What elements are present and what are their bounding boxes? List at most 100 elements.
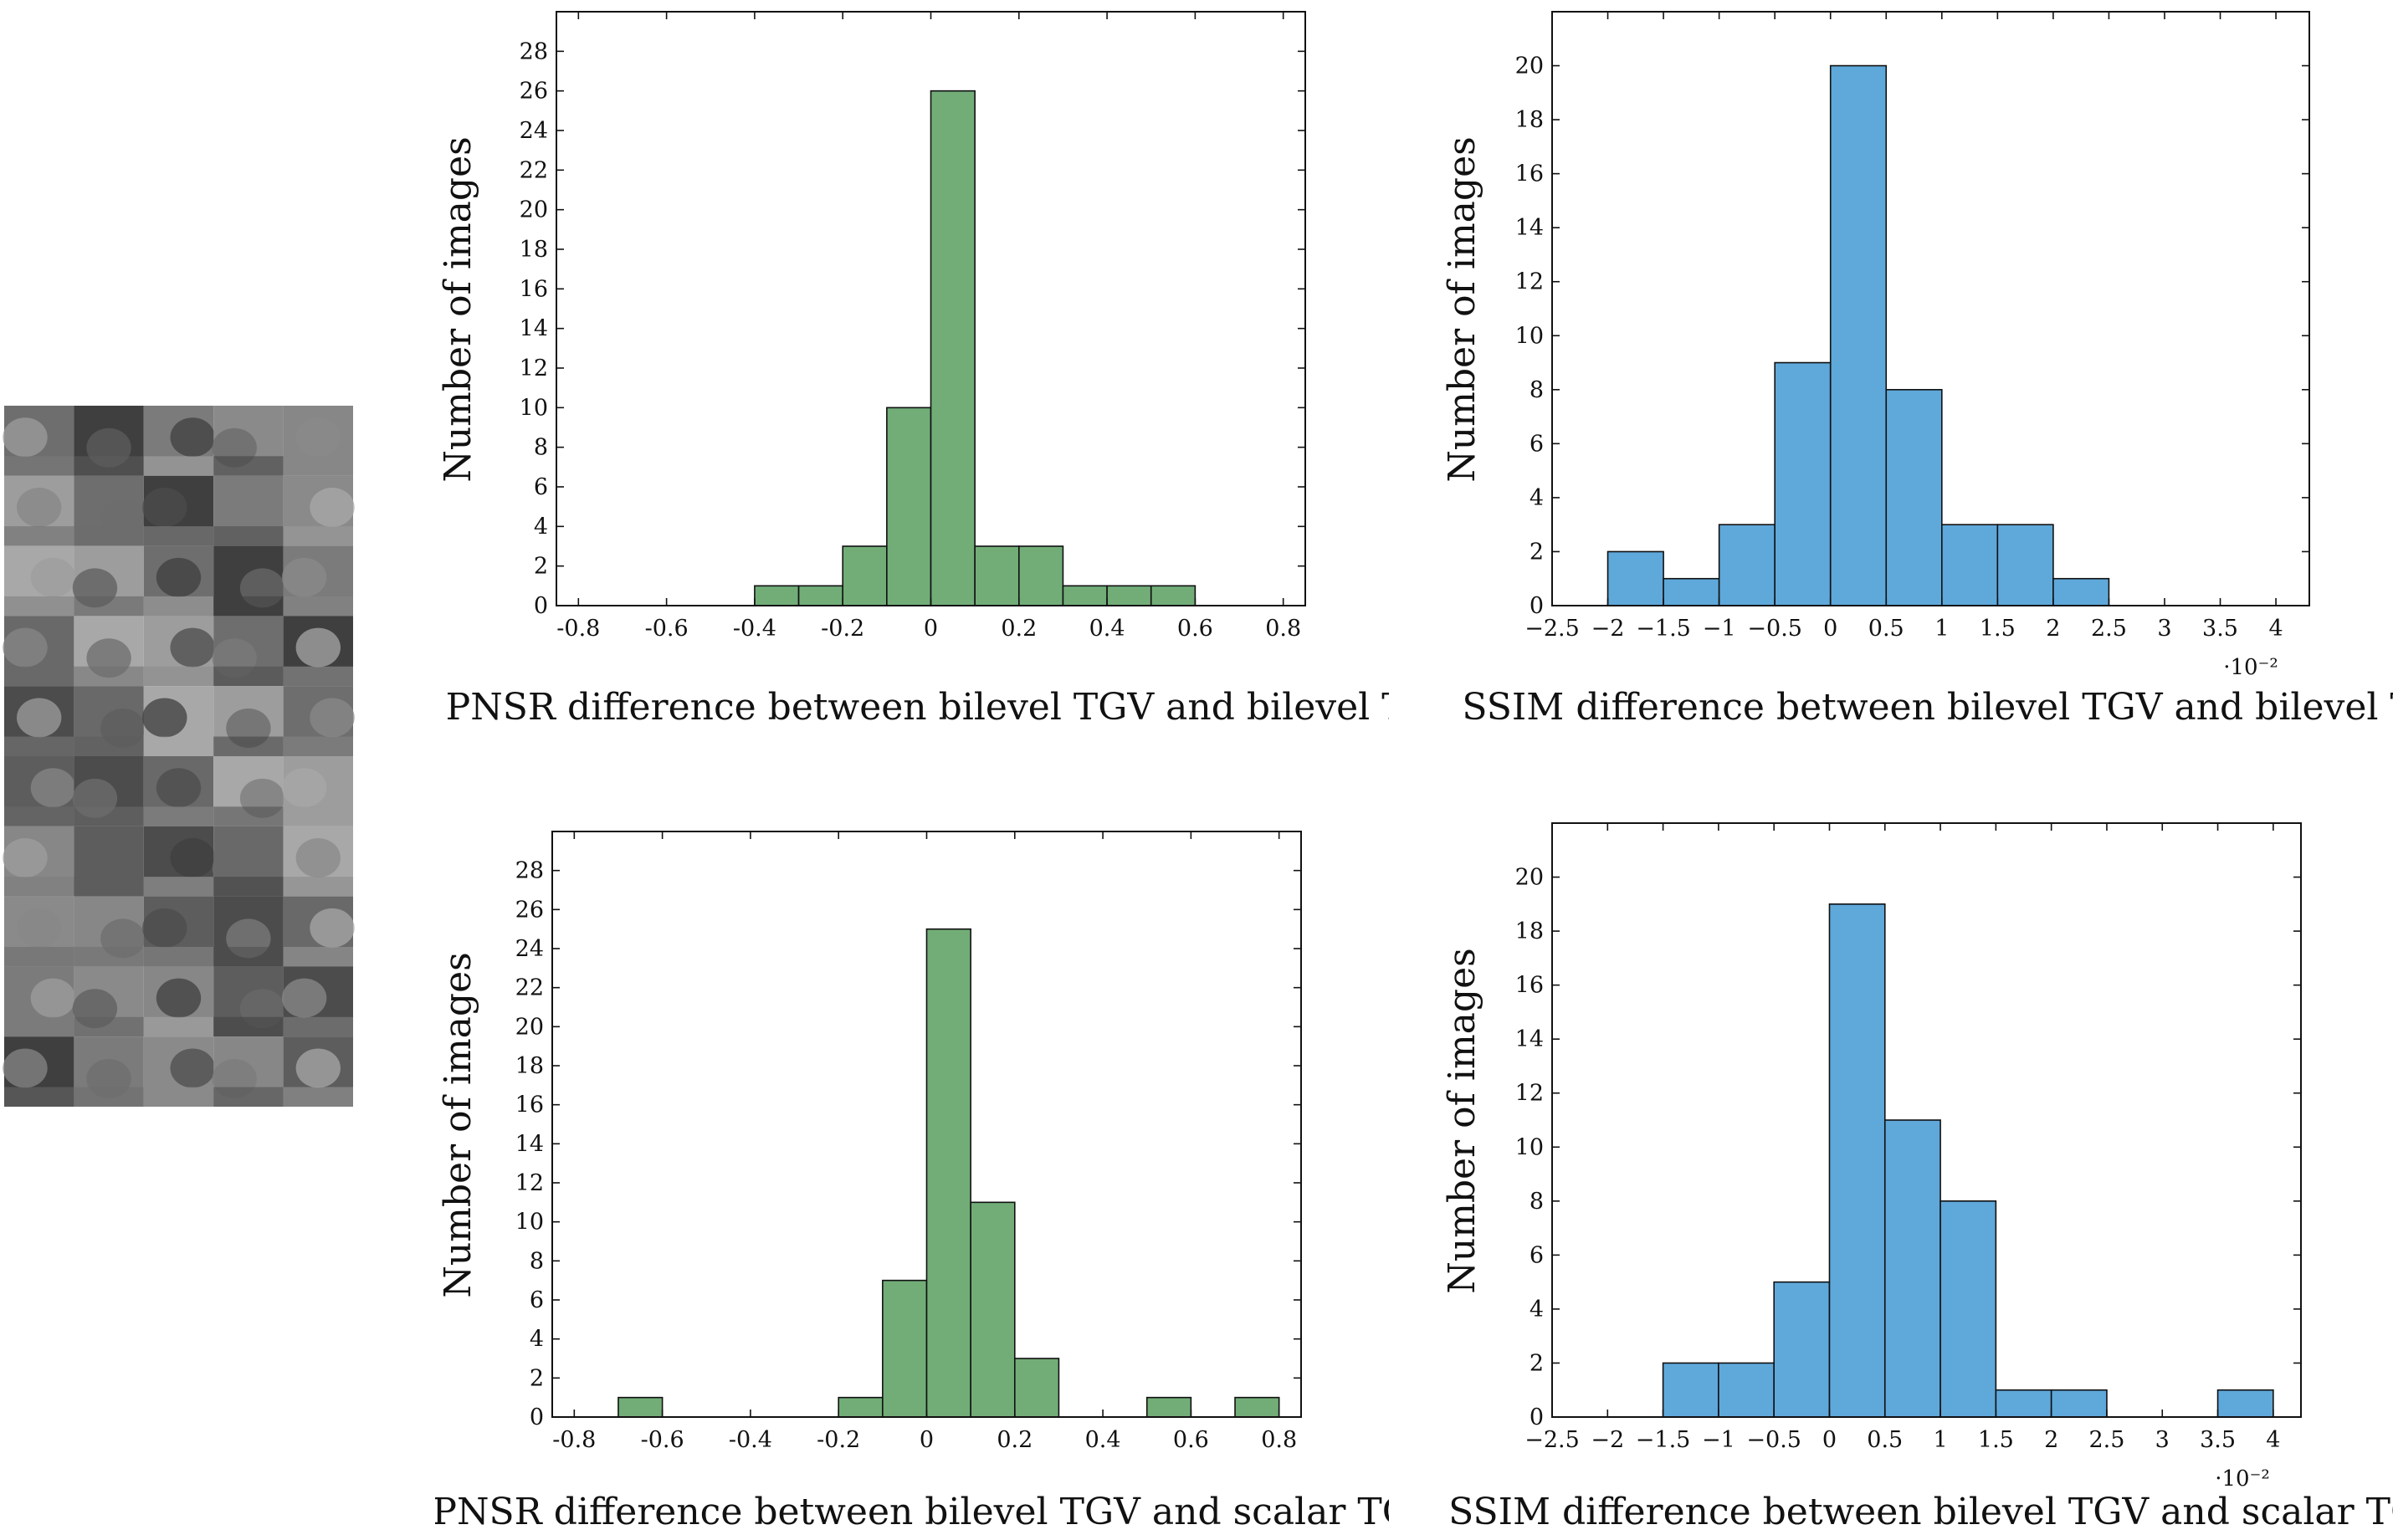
histogram-bar (1234, 1396, 1280, 1418)
image-thumbnail (3, 1036, 74, 1107)
x-tick-label: 0.4 (1085, 1427, 1121, 1453)
image-thumbnail (283, 1036, 353, 1107)
x-tick-label: -0.6 (645, 616, 689, 642)
image-thumbnail (72, 756, 144, 826)
x-tick-label: 0 (924, 616, 938, 642)
histogram-bar (1017, 545, 1064, 606)
y-tick-label: 14 (1515, 215, 1544, 241)
histogram-bar (1062, 585, 1108, 606)
image-thumbnail (72, 545, 144, 617)
histogram-bar (1718, 524, 1776, 606)
chart-title: PNSR difference between bilevel TGV and … (435, 1491, 1389, 1533)
image-thumbnail (281, 545, 353, 617)
chart-title: PNSR difference between bilevel TGV and … (446, 686, 1389, 729)
x-tick-label: 3 (2157, 616, 2171, 642)
histogram-bar (1996, 524, 2054, 606)
y-tick-label: 4 (530, 1327, 544, 1353)
y-tick-label: 22 (515, 975, 544, 1001)
histogram-bar (930, 90, 976, 606)
x-tick-label: 2 (2044, 1427, 2058, 1453)
x-tick-label: -0.6 (641, 1427, 684, 1453)
image-thumbnail (74, 616, 144, 687)
y-tick-label: 0 (1530, 1404, 1544, 1430)
histogram-bar (886, 407, 932, 606)
x-tick-label: -0.2 (821, 616, 864, 642)
y-tick-label: 16 (515, 1092, 544, 1118)
y-tick-label: 16 (1515, 161, 1544, 187)
y-axis-label: Number of images (437, 136, 479, 482)
x-tick-label: 0.5 (1867, 1427, 1903, 1453)
image-thumbnail (283, 406, 353, 476)
histogram-bar (1941, 524, 1999, 606)
histogram-bar (974, 545, 1020, 606)
y-tick-label: 8 (534, 435, 548, 461)
y-tick-label: 0 (534, 593, 548, 619)
image-thumbnail (143, 616, 215, 687)
y-tick-label: 12 (520, 356, 548, 381)
y-tick-label: 12 (1515, 1081, 1544, 1107)
image-thumbnail (212, 1036, 284, 1107)
plot-frame (1551, 822, 2302, 1418)
image-thumbnail (143, 756, 214, 826)
image-thumbnail (3, 826, 74, 897)
histogram-bar (970, 1201, 1016, 1418)
y-tick-label: 4 (1530, 1297, 1544, 1323)
histogram-bar (2052, 577, 2110, 606)
image-thumbnail (143, 1036, 215, 1107)
y-tick-label: 24 (520, 118, 548, 144)
image-thumbnail (143, 826, 215, 897)
histogram-bar (925, 928, 971, 1418)
y-tick-label: 18 (515, 1053, 544, 1079)
x-tick-label: 3 (2155, 1427, 2170, 1453)
x-tick-label: 1.5 (1980, 616, 2016, 642)
image-thumbnail (4, 896, 74, 967)
x-tick-label: -0.2 (817, 1427, 860, 1453)
x-tick-label: 0.5 (1868, 616, 1904, 642)
histogram-bar (1662, 1362, 1719, 1418)
histogram-bar (1150, 585, 1196, 606)
y-tick-label: 28 (515, 858, 544, 884)
y-tick-label: 24 (515, 936, 544, 962)
image-thumbnail (283, 616, 353, 687)
histogram-bar (617, 1396, 664, 1418)
y-tick-label: 10 (520, 395, 548, 421)
x-tick-label: -0.8 (556, 616, 600, 642)
y-tick-label: 6 (534, 474, 548, 500)
y-tick-label: 20 (1515, 54, 1544, 79)
image-thumbnail (3, 406, 74, 476)
y-tick-label: 18 (1515, 918, 1544, 944)
x-tick-label: 0.6 (1173, 1427, 1209, 1453)
y-tick-label: 6 (530, 1287, 544, 1313)
image-thumbnail (212, 616, 284, 687)
x-tick-label: -0.4 (733, 616, 776, 642)
image-thumbnail (283, 475, 355, 546)
histogram-bar (1106, 585, 1152, 606)
x-tick-label: 0.4 (1089, 616, 1125, 642)
histogram-bar (1145, 1396, 1192, 1418)
y-axis-label: Number of images (1441, 136, 1483, 482)
histogram-bar (1013, 1358, 1060, 1418)
x-tick-label: −1.5 (1636, 616, 1691, 642)
image-thumbnail (74, 475, 146, 546)
x-tick-label: -0.8 (552, 1427, 596, 1453)
y-tick-label: 16 (520, 276, 548, 302)
y-tick-label: 12 (515, 1170, 544, 1196)
y-tick-label: 2 (534, 554, 548, 580)
y-tick-label: 14 (1515, 1026, 1544, 1052)
y-tick-label: 10 (1515, 1134, 1544, 1160)
y-tick-label: 20 (1515, 865, 1544, 891)
y-tick-label: 10 (515, 1210, 544, 1236)
histogram-bar (1606, 550, 1664, 606)
histogram-bar (842, 545, 888, 606)
image-thumbnail (213, 896, 284, 967)
histogram-bar (1773, 1281, 1831, 1418)
x-axis-multiplier: ·10⁻² (2215, 1466, 2270, 1491)
histogram-bar (1718, 1362, 1775, 1418)
x-tick-label: −0.5 (1747, 616, 1802, 642)
x-tick-label: 2 (2046, 616, 2060, 642)
histogram-bar (1829, 64, 1888, 606)
y-tick-label: 18 (1515, 107, 1544, 133)
x-axis-multiplier: ·10⁻² (2223, 655, 2278, 680)
chart-title: SSIM difference between bilevel TGV and … (1448, 1491, 2393, 1533)
image-thumbnail (72, 966, 144, 1037)
